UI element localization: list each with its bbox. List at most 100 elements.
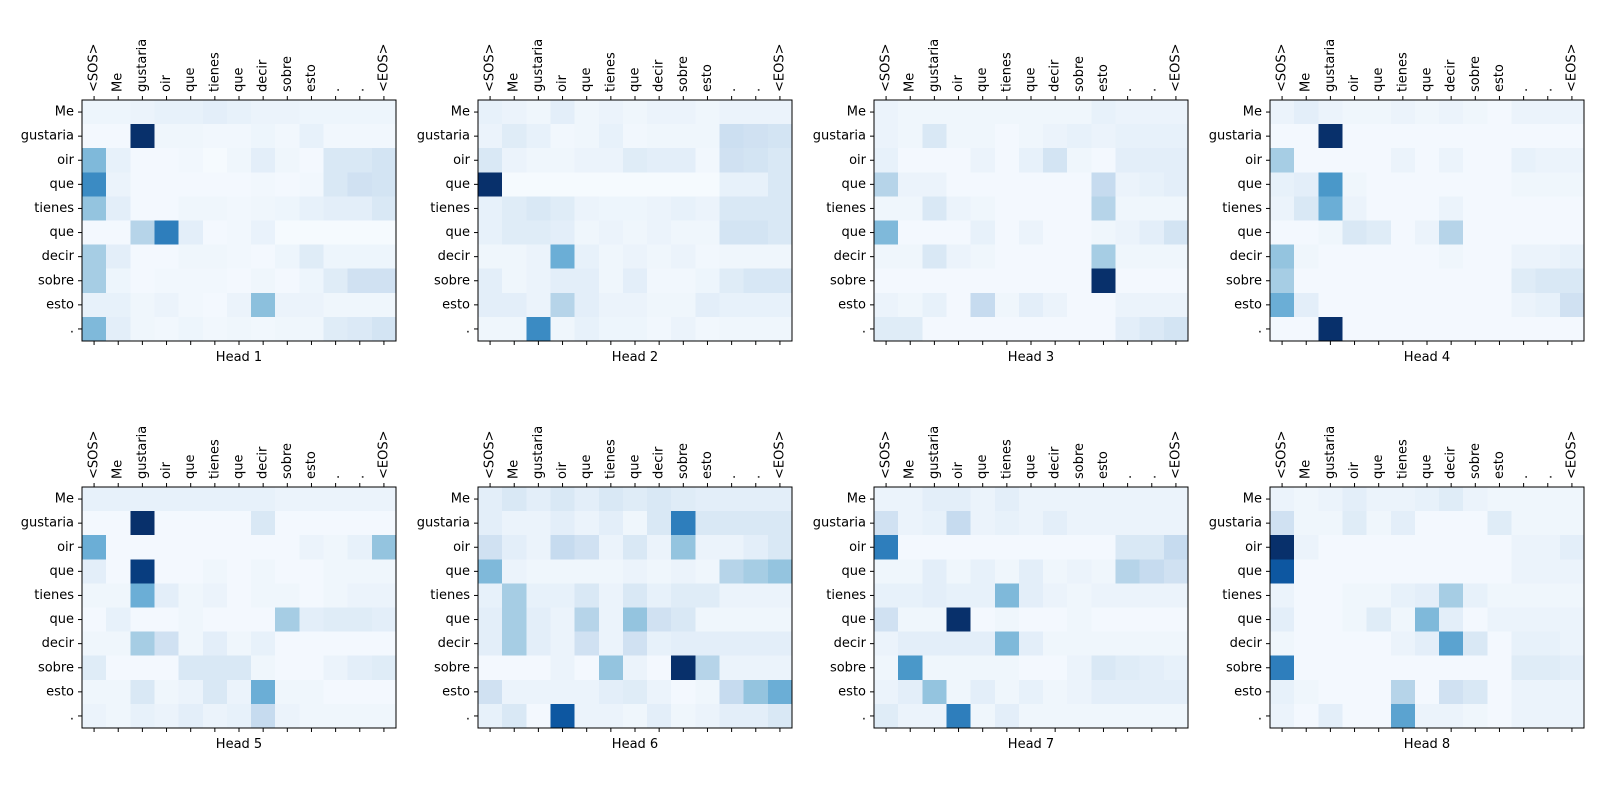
heatmap-cell xyxy=(202,679,228,705)
heatmap-cell xyxy=(1294,679,1319,705)
heatmap-cell xyxy=(1163,316,1189,342)
heatmap-cell xyxy=(970,172,996,197)
y-tick-label: . xyxy=(862,708,866,723)
x-tick-label: que xyxy=(1371,455,1386,480)
heatmap-cell xyxy=(1318,148,1343,173)
heatmap-cell xyxy=(502,100,527,125)
x-tick-label: oir xyxy=(159,461,174,479)
heatmap-cell xyxy=(1318,100,1343,125)
heatmap-cell xyxy=(299,268,325,294)
heatmap-cell xyxy=(106,148,131,173)
heatmap-cell xyxy=(1366,559,1392,584)
heatmap-cell xyxy=(550,703,576,729)
heatmap-cell xyxy=(299,655,325,681)
heatmap-cell xyxy=(202,607,228,633)
heatmap-cell xyxy=(275,583,300,608)
heatmap-cell xyxy=(1414,679,1440,705)
heatmap-cell xyxy=(502,655,527,681)
heatmap-cell xyxy=(647,607,672,633)
heatmap-cell xyxy=(154,292,180,318)
heatmap-cell xyxy=(719,148,745,173)
heatmap-cell xyxy=(478,100,503,125)
heatmap-cell xyxy=(502,124,527,149)
heatmap-cell xyxy=(1511,244,1537,270)
heatmap-cell xyxy=(299,124,325,149)
y-tick-label: Me xyxy=(451,492,470,507)
heatmap-cell xyxy=(299,100,325,125)
heatmap-cell xyxy=(154,124,180,149)
x-tick-label: Me xyxy=(1299,73,1314,92)
heatmap-cell xyxy=(1270,559,1295,584)
heatmap-cell xyxy=(1414,172,1440,197)
heatmap-cell xyxy=(1115,679,1141,705)
x-tick-label: que xyxy=(975,68,990,93)
heatmap-cell xyxy=(622,196,648,221)
heatmap-cell xyxy=(323,220,349,246)
heatmap-cell xyxy=(898,148,923,173)
x-tick-label: esto xyxy=(1492,451,1507,479)
y-tick-label: tienes xyxy=(34,588,74,603)
heatmap-cell xyxy=(1091,703,1117,729)
heatmap-cell xyxy=(946,487,972,512)
heatmap-cell xyxy=(1390,220,1416,246)
heatmap-cell xyxy=(1439,487,1464,512)
y-tick-label: que xyxy=(1238,177,1263,192)
heatmap-cell xyxy=(1043,220,1068,246)
heatmap-cell xyxy=(251,631,276,657)
heatmap-panel-1: <SOS> Me gustaria oir que tienes que decir sobre… xyxy=(21,39,397,365)
heatmap-cell xyxy=(178,196,204,221)
heatmap-cell xyxy=(1487,316,1513,342)
heatmap-cell xyxy=(202,655,228,681)
heatmap-cell xyxy=(970,124,996,149)
heatmap-cell xyxy=(898,100,923,125)
heatmap-cell xyxy=(1511,268,1537,294)
heatmap-cell xyxy=(1091,679,1117,705)
y-tick-label: sobre xyxy=(434,273,470,288)
heatmap-cell xyxy=(970,607,996,633)
heatmap-cell xyxy=(695,679,721,705)
heatmap-cell xyxy=(1511,100,1537,125)
y-tick-label: Me xyxy=(55,492,74,507)
x-tick-label: <SOS> xyxy=(483,430,498,479)
heatmap-cell xyxy=(719,679,745,705)
y-tick-label: gustaria xyxy=(1209,129,1262,144)
heatmap-cell xyxy=(1342,631,1368,657)
heatmap-cell xyxy=(946,631,972,657)
heatmap-cell xyxy=(922,679,947,705)
heatmap-cell xyxy=(226,511,252,536)
heatmap-cell xyxy=(275,268,300,294)
heatmap-cell xyxy=(1366,631,1392,657)
heatmap-cell xyxy=(323,583,349,608)
x-tick-label: gustaria xyxy=(1323,426,1338,479)
heatmap-cell xyxy=(526,679,551,705)
heatmap-cell xyxy=(1043,292,1068,318)
heatmap-cell xyxy=(1390,559,1416,584)
y-tick-label: . xyxy=(862,321,866,336)
heatmap-cell xyxy=(526,148,551,173)
heatmap-cell xyxy=(970,703,996,729)
x-tick-label: que xyxy=(628,68,643,93)
heatmap-cell xyxy=(671,100,696,125)
heatmap-cell xyxy=(323,679,349,705)
heatmap-cell xyxy=(1067,511,1092,536)
heatmap-cell xyxy=(1366,292,1392,318)
heatmap-cell xyxy=(1463,631,1488,657)
heatmap-cell xyxy=(1270,679,1295,705)
heatmap-cell xyxy=(1091,244,1117,270)
heatmap-cell xyxy=(1439,196,1464,221)
heatmap-cell xyxy=(526,535,551,560)
heatmap-cell xyxy=(1067,100,1092,125)
heatmap-cell xyxy=(299,511,325,536)
heatmap-cell xyxy=(695,124,721,149)
heatmap-cell xyxy=(922,124,947,149)
heatmap-cell xyxy=(1163,631,1189,657)
heatmap-cell xyxy=(1043,172,1068,197)
heatmap-cell xyxy=(371,487,397,512)
heatmap-cell xyxy=(1439,220,1464,246)
heatmap-cell xyxy=(299,583,325,608)
heatmap-cell xyxy=(1487,196,1513,221)
heatmap-cell xyxy=(1270,487,1295,512)
heatmap-cell xyxy=(671,196,696,221)
heatmap-cell xyxy=(1043,583,1068,608)
heatmap-cell xyxy=(106,535,131,560)
